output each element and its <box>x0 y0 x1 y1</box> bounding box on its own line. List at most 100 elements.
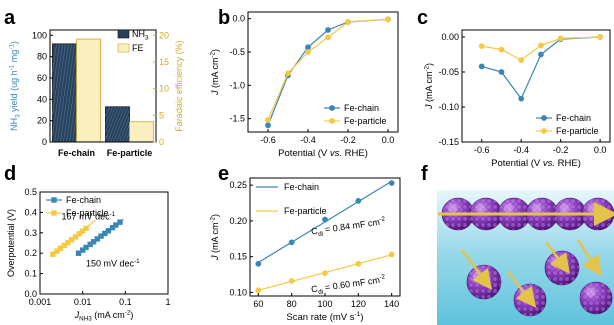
cdl-annotation-1: Cdl = 0.60 mF cm-2 <box>310 273 386 297</box>
particle-arrow <box>507 271 537 308</box>
panel-f-illustration <box>437 190 614 325</box>
y-tick-label: 0.4 <box>24 207 37 217</box>
data-point <box>518 57 525 63</box>
y2-tick-label: 0 <box>159 137 164 147</box>
tafel-slope-annotation-1: 150 mV dec-1 <box>86 258 140 269</box>
particle-sphere <box>466 264 502 300</box>
data-point <box>72 234 79 240</box>
data-point <box>478 43 485 49</box>
x-tick-label: 1 <box>165 297 170 307</box>
illustration-arrows <box>438 202 614 308</box>
panel-letter-d: d <box>4 163 16 185</box>
bar-hatch <box>57 43 72 142</box>
x-axis-label: Scan rate (mV s-1) <box>286 311 363 323</box>
data-point <box>538 42 544 49</box>
y-axis-label: J (mA cm-2) <box>423 63 434 110</box>
data-point <box>75 250 82 256</box>
legend-label-0: Fe-chain <box>66 195 101 205</box>
bar-hatch <box>52 43 57 74</box>
bar-hatch <box>66 70 77 142</box>
y-axis-label: J (mA cm-2) <box>209 214 220 261</box>
particle-arrow <box>545 241 570 274</box>
bar-hatch <box>69 91 77 142</box>
panel-d-tafel-plot: 0.001 0.01 0.1 1 0.0 0.1 0.2 0.3 0.4 0.5 167 mV de… <box>6 187 171 323</box>
x-axis-label: JNH3 (mA cm-2) <box>74 309 134 322</box>
legend-marker <box>51 210 57 216</box>
legend-label-0: Fe-chain <box>344 103 379 113</box>
y-tick-label: 80 <box>37 52 47 62</box>
data-point <box>388 251 395 258</box>
panel-e-capacitance-plot: 60 80 100 120 140 0.10 0.15 0.20 0.25 Cdl = 0.84 … <box>209 177 401 323</box>
y-tick-label: 0 <box>42 137 47 147</box>
legend-label-nh3: NH3 <box>132 29 149 42</box>
data-point <box>305 44 311 51</box>
data-point <box>478 63 485 70</box>
data-point <box>57 245 64 252</box>
cdl-annotation-0: Cdl = 0.84 mF cm-2 <box>310 216 386 240</box>
y-tick-label: -0.10 <box>438 102 459 112</box>
x-tick-label: -0.4 <box>300 135 316 145</box>
panel-letter-b: b <box>218 7 230 29</box>
data-point <box>255 287 262 294</box>
data-point <box>117 219 123 225</box>
data-point <box>83 244 89 251</box>
plot-frame <box>39 191 169 295</box>
legend-label-1: Fe-particle <box>66 208 109 218</box>
y-tick-label: -0.05 <box>438 67 459 77</box>
data-point <box>83 225 89 232</box>
bar-hatch <box>52 43 60 95</box>
bar-hatch <box>107 106 122 143</box>
y-tick-label: 0.0 <box>232 14 245 24</box>
bar-hatch <box>122 123 130 143</box>
legend-marker <box>329 105 335 111</box>
data-point <box>355 260 362 267</box>
data-point <box>498 69 505 75</box>
data-point <box>285 70 291 77</box>
panel-b-line-chart: -0.6 -0.4 -0.2 0.0 -1.5 -1.0 -0.5 0.0 Potential … <box>209 11 399 159</box>
bar-hatch <box>110 106 125 143</box>
x-tick-label: 100 <box>317 299 332 309</box>
data-point <box>322 216 328 223</box>
bar-hatch <box>105 106 116 133</box>
x-tick-label: 0.0 <box>382 135 395 145</box>
data-point <box>265 122 271 129</box>
y2-tick-label: 10 <box>159 84 169 94</box>
y-tick-label: 0.1 <box>24 269 37 279</box>
y-tick-label: -0.5 <box>229 47 245 57</box>
x-tick-label: -0.6 <box>260 135 276 145</box>
y-tick-label: 0.10 <box>229 287 247 297</box>
bar-hatch <box>116 108 130 143</box>
legend-marker <box>541 115 547 121</box>
data-point <box>538 51 544 58</box>
particle-arrow <box>576 239 602 277</box>
legend-marker <box>541 128 547 134</box>
bar-hatch <box>125 131 130 143</box>
panel-letter-e: e <box>218 163 229 185</box>
data-point <box>94 236 100 242</box>
y-tick-label: 0.0 <box>24 289 37 299</box>
x-tick-label: 60 <box>253 299 263 309</box>
data-point <box>255 260 262 267</box>
bar-hatch <box>113 106 128 143</box>
data-point <box>325 27 331 33</box>
bar-hatch <box>52 43 66 137</box>
y-tick-label: 40 <box>37 94 47 104</box>
legend-label-1: Fe-particle <box>284 206 327 216</box>
y2-axis-label: Faradaic efficiency (%) <box>174 40 184 131</box>
panel-letter-a: a <box>4 7 16 29</box>
tafel-slope-annotation-0: 167 mV dec-1 <box>62 211 116 222</box>
y-tick-label: 0.5 <box>24 187 37 197</box>
plot-frame <box>247 11 399 133</box>
panel-letter-f: f <box>421 163 428 185</box>
y-tick-label: 100 <box>32 30 47 40</box>
legend-marker <box>51 197 57 203</box>
legend-swatch-fe <box>117 43 130 53</box>
bar-hatch <box>54 43 69 142</box>
y-tick-label: 20 <box>37 116 47 126</box>
bar-hatch <box>105 106 110 118</box>
x-tick-label: 0.001 <box>29 297 52 307</box>
x-tick-label: -0.6 <box>474 145 490 155</box>
y-tick-label: 0.20 <box>229 216 247 226</box>
data-point <box>50 251 56 257</box>
